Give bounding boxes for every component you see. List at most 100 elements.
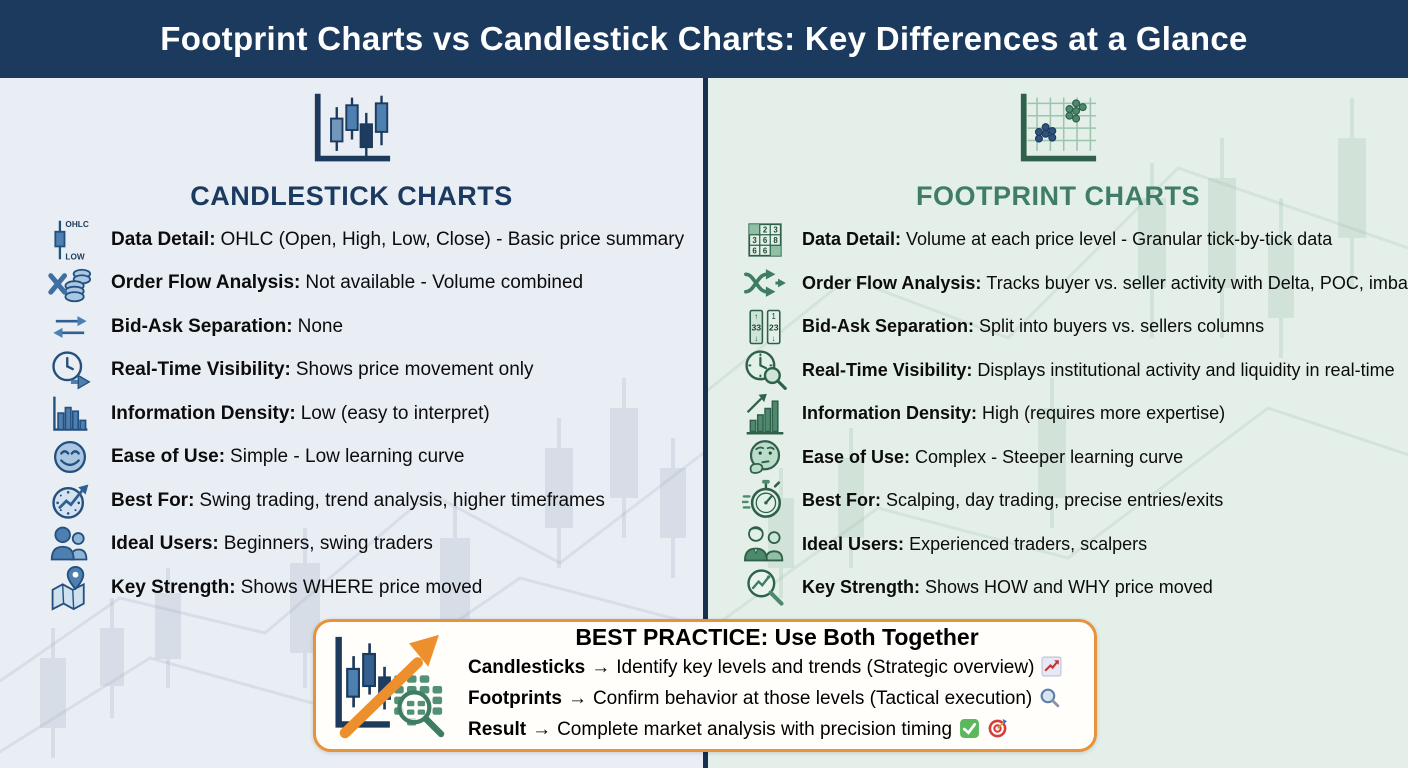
feature-row: Ideal Users: Experienced traders, scalper… <box>708 523 1408 567</box>
bid-ask-columns-icon: ↑ 33 ↓ 1 23 ↓ <box>740 305 790 349</box>
feature-label: Ideal Users: <box>111 533 219 555</box>
svg-text:↓: ↓ <box>772 334 776 343</box>
header-banner: Footprint Charts vs Candlestick Charts: … <box>0 0 1408 78</box>
clock-magnifier-icon <box>740 347 790 393</box>
svg-text:3: 3 <box>773 225 778 234</box>
line-lead: Candlesticks <box>468 657 586 678</box>
line-lead: Footprints <box>468 688 562 709</box>
feature-row: Real-Time Visibility: Shows price movemen… <box>0 349 703 393</box>
candlestick-chart-icon <box>314 93 390 162</box>
candlestick-panel-title: CANDLESTICK CHARTS <box>190 181 513 211</box>
feature-text: Split into buyers vs. sellers columns <box>979 316 1265 337</box>
arrow-glyph: → <box>567 688 587 709</box>
feature-text: Complex - Steeper learning curve <box>915 446 1184 467</box>
feature-row: Best For: Scalping, day trading, precise … <box>708 479 1408 523</box>
traders-icon <box>740 523 790 565</box>
feature-row: Order Flow Analysis: Tracks buyer vs. sel… <box>708 262 1408 306</box>
svg-text:3: 3 <box>752 236 757 245</box>
svg-text:6: 6 <box>763 236 768 245</box>
candlestick-panel-header: CANDLESTICK CHARTS <box>0 78 703 212</box>
feature-row: Key Strength: Shows WHERE price moved <box>0 565 703 611</box>
line-text: Confirm behavior at those levels (Tactic… <box>592 688 1033 709</box>
best-practice-text: BEST PRACTICE: Use Both Together Candles… <box>468 624 1094 747</box>
feature-text: OHLC (Open, High, Low, Close) - Basic pr… <box>220 228 685 250</box>
arrow-glyph: → <box>532 719 552 740</box>
feature-text: Scalping, day trading, precise entries/e… <box>886 490 1224 511</box>
feature-text: Displays institutional activity and liqu… <box>977 359 1395 380</box>
chart-increasing-emoji <box>1041 656 1062 685</box>
feature-row: Best For: Swing trading, trend analysis, … <box>0 479 703 523</box>
map-pin-icon <box>44 565 96 611</box>
page-title: Footprint Charts vs Candlestick Charts: … <box>160 20 1248 57</box>
best-practice-line: Footprints → Confirm behavior at those lev… <box>468 685 1086 716</box>
feature-label: Ease of Use: <box>802 446 911 467</box>
feature-label: Data Detail: <box>802 229 902 250</box>
check-mark-emoji <box>959 718 980 747</box>
bid-ask-arrows-icon <box>44 307 96 347</box>
growth-bars-icon <box>740 392 790 436</box>
line-text: Complete market analysis with precision … <box>557 719 953 740</box>
best-practice-title: BEST PRACTICE: Use Both Together <box>575 624 979 650</box>
candles-arrow-footprint-magnifier-icon <box>316 630 468 742</box>
feature-label: Real-Time Visibility: <box>111 359 291 381</box>
feature-text: None <box>297 315 344 337</box>
feature-label: Information Density: <box>802 403 978 424</box>
best-practice-box: BEST PRACTICE: Use Both Together Candles… <box>313 619 1097 752</box>
stopwatch-icon <box>740 478 790 524</box>
feature-row: Real-Time Visibility: Displays institutio… <box>708 349 1408 393</box>
footprint-chart-icon <box>1020 93 1097 162</box>
magnifier-chart-icon <box>740 566 790 610</box>
shuffle-arrows-icon <box>740 263 790 303</box>
feature-row: Information Density: Low (easy to interpr… <box>0 392 703 436</box>
svg-text:1: 1 <box>772 312 776 321</box>
bar-chart-icon <box>44 392 96 436</box>
feature-row: ↑ 33 ↓ 1 23 ↓ Bid-Ask Separation: Split i… <box>708 305 1408 349</box>
feature-text: High (requires more expertise) <box>982 403 1226 424</box>
feature-row: Information Density: High (requires more … <box>708 392 1408 436</box>
svg-text:23: 23 <box>769 322 779 332</box>
magnifying-glass-emoji <box>1039 687 1060 716</box>
svg-text:8: 8 <box>773 236 778 245</box>
target-emoji <box>987 718 1008 747</box>
feature-text: Simple - Low learning curve <box>230 446 465 468</box>
feature-label: Information Density: <box>111 402 296 424</box>
svg-text:LOW: LOW <box>65 252 84 261</box>
candlestick-feature-list: OHLC LOW Data Detail: OHLC (Open, High, L… <box>0 218 703 611</box>
feature-row: Key Strength: Shows HOW and WHY price mov… <box>708 566 1408 610</box>
feature-label: Bid-Ask Separation: <box>802 316 975 337</box>
no-volume-icon <box>44 262 96 304</box>
arrow-glyph: → <box>591 657 611 678</box>
svg-text:2: 2 <box>763 225 768 234</box>
feature-text: Volume at each price level - Granular ti… <box>906 229 1333 250</box>
feature-row: Order Flow Analysis: Not available - Volu… <box>0 262 703 306</box>
compass-trend-icon <box>44 479 96 523</box>
feature-label: Ease of Use: <box>111 446 226 468</box>
feature-row: Bid-Ask Separation: None <box>0 305 703 349</box>
feature-text: Low (easy to interpret) <box>300 402 490 424</box>
clock-arrow-icon <box>44 348 96 392</box>
feature-text: Shows price movement only <box>295 359 534 381</box>
svg-text:6: 6 <box>763 246 768 255</box>
feature-label: Bid-Ask Separation: <box>111 315 293 337</box>
feature-text: Tracks buyer vs. seller activity with De… <box>986 272 1408 293</box>
footprint-panel-header: FOOTPRINT CHARTS <box>708 78 1408 212</box>
feature-text: Not available - Volume combined <box>305 272 584 294</box>
thinking-face-icon <box>740 436 790 478</box>
feature-text: Experienced traders, scalpers <box>909 533 1148 554</box>
feature-label: Best For: <box>111 489 195 511</box>
feature-label: Data Detail: <box>111 228 216 250</box>
feature-label: Best For: <box>802 490 882 511</box>
smiley-icon <box>44 436 96 478</box>
footprint-panel-title: FOOTPRINT CHARTS <box>916 181 1200 211</box>
line-lead: Result <box>468 719 527 740</box>
svg-text:OHLC: OHLC <box>65 220 88 229</box>
feature-row: Ease of Use: Simple - Low learning curve <box>0 436 703 480</box>
feature-row: Ideal Users: Beginners, swing traders <box>0 523 703 567</box>
feature-row: Ease of Use: Complex - Steeper learning c… <box>708 436 1408 480</box>
feature-label: Ideal Users: <box>802 533 905 554</box>
feature-text: Swing trading, trend analysis, higher ti… <box>199 489 605 511</box>
